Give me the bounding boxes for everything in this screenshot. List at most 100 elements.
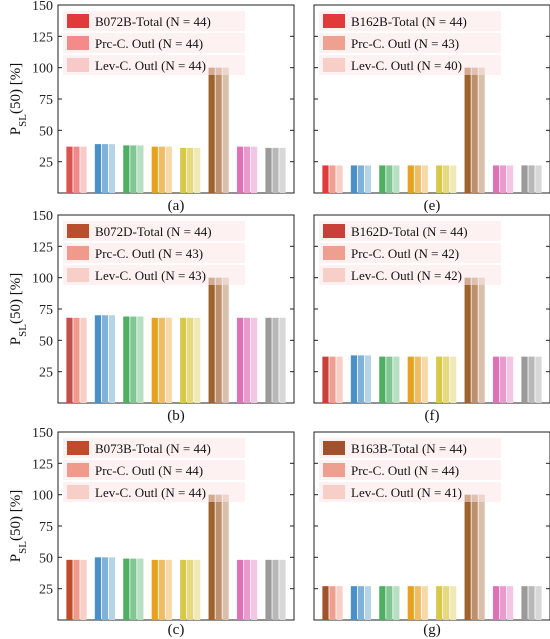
bar [265,147,272,193]
bar [535,586,542,620]
bar [528,356,535,403]
bar [265,559,272,620]
y-tick-label: 75 [39,93,53,108]
bar [464,277,471,403]
bar [194,147,201,193]
legend-swatch [67,485,89,499]
y-tick-label: 75 [39,520,53,535]
legend-swatch [67,224,89,238]
bar [443,165,450,193]
bar [165,146,172,193]
legend-bg [319,55,501,75]
legend-swatch [67,58,89,72]
bar [243,317,251,403]
bar [194,559,201,620]
legend-swatch [323,246,345,260]
bar [414,165,421,193]
legend-entry: Prc-C. Outl (N = 44) [95,36,203,51]
bar [478,277,485,403]
bar [393,356,400,403]
bar [94,144,102,193]
legend-bg [319,482,501,502]
bar [151,559,158,620]
y-axis-label: PSL(50) [%] [8,63,29,135]
bar [443,356,450,403]
bar [364,165,372,193]
bar [528,586,535,620]
y-axis-label: PSL(50) [%] [8,273,29,345]
bar [94,315,102,403]
legend-bg [63,482,245,502]
bar [215,494,222,620]
y-tick-label: 25 [39,366,53,381]
bar [357,586,365,620]
bar [464,494,471,620]
legend-swatch [67,268,89,282]
y-tick-label: 25 [39,583,53,598]
bar [471,494,478,620]
bar [137,145,144,193]
bar [272,317,279,403]
bar [94,557,102,620]
legend-swatch [323,58,345,72]
legend-bg [319,243,501,263]
bar [393,165,400,193]
bar [165,317,172,403]
bar [386,356,393,403]
bar [336,165,343,193]
bar [464,67,471,193]
bar [329,165,336,193]
y-tick-label: 125 [32,240,53,255]
bar [521,356,528,403]
bar [158,146,165,193]
legend-entry: Prc-C. Outl (N = 44) [351,463,459,478]
bar [130,316,137,403]
bar [250,559,258,620]
bar [386,586,393,620]
bar [322,165,329,193]
bar [364,586,372,620]
legend-entry: Prc-C. Outl (N = 42) [351,246,459,261]
bar [478,494,485,620]
bar [414,586,421,620]
legend-bg [319,33,501,53]
bar [350,165,358,193]
legend-swatch [67,36,89,50]
bar [407,586,414,620]
bar [528,165,535,193]
bar [66,317,73,403]
bar [506,356,514,403]
bar [364,355,372,403]
bar [379,165,386,193]
bar [66,559,73,620]
panel-label: (e) [424,198,441,214]
legend-bg [319,265,501,285]
bar [180,147,187,193]
bar [180,559,187,620]
y-tick-label: 150 [32,426,53,441]
legend-swatch [323,485,345,499]
legend-entry: Lev-C. Outl (N = 44) [95,58,206,73]
bar [436,165,443,193]
bar [101,315,109,403]
panel-c: 25 50 75 100 125 150 B073B-Total (N = 44) Prc-C… [8,426,295,638]
legend-swatch [323,14,345,28]
bar [322,356,329,403]
bar [187,147,194,193]
legend-entry: Lev-C. Outl (N = 43) [95,268,206,283]
bar [73,317,80,403]
legend-bg [63,55,245,75]
bar [471,277,478,403]
bar [436,356,443,403]
bar [80,146,87,193]
panel-a: 25 50 75 100 125 150 B072B-Total (N = 44) Prc-C… [8,0,295,214]
bar [450,586,457,620]
y-tick-label: 75 [39,303,53,318]
legend-bg [63,265,245,285]
bar [158,559,165,620]
legend-bg [63,11,245,31]
bar [158,317,165,403]
bar [208,67,215,193]
bar [443,586,450,620]
bar [236,317,244,403]
